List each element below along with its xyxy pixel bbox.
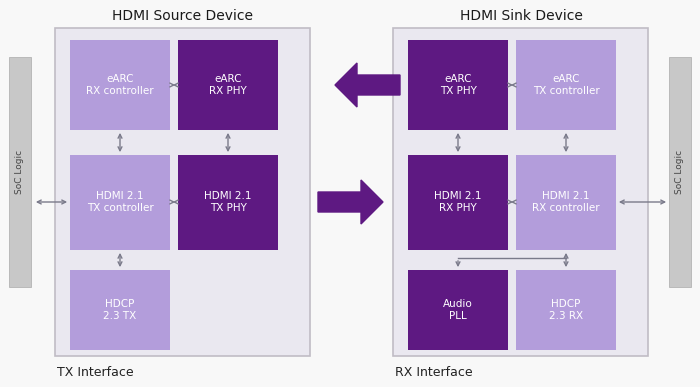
Bar xyxy=(70,155,170,250)
Bar xyxy=(408,270,508,350)
Text: HDMI 2.1
RX controller: HDMI 2.1 RX controller xyxy=(532,191,600,213)
Bar xyxy=(55,28,310,356)
Text: SoC Logic: SoC Logic xyxy=(15,150,24,194)
Text: HDMI 2.1
RX PHY: HDMI 2.1 RX PHY xyxy=(434,191,482,213)
Text: SoC Logic: SoC Logic xyxy=(676,150,685,194)
Text: eARC
TX controller: eARC TX controller xyxy=(533,74,599,96)
Text: Audio
PLL: Audio PLL xyxy=(443,299,473,321)
Text: HDMI 2.1
TX controller: HDMI 2.1 TX controller xyxy=(87,191,153,213)
Bar xyxy=(516,155,616,250)
Bar xyxy=(9,57,31,287)
Text: RX Interface: RX Interface xyxy=(395,366,472,380)
Bar xyxy=(516,270,616,350)
FancyArrow shape xyxy=(318,180,383,224)
Bar xyxy=(70,270,170,350)
Bar xyxy=(393,28,648,356)
Text: HDCP
2.3 TX: HDCP 2.3 TX xyxy=(104,299,136,321)
Bar xyxy=(178,155,278,250)
Bar xyxy=(669,57,691,287)
Bar xyxy=(408,155,508,250)
Text: HDMI 2.1
TX PHY: HDMI 2.1 TX PHY xyxy=(204,191,252,213)
Text: eARC
TX PHY: eARC TX PHY xyxy=(440,74,477,96)
Text: HDMI Sink Device: HDMI Sink Device xyxy=(460,9,582,23)
Text: eARC
RX PHY: eARC RX PHY xyxy=(209,74,247,96)
Text: HDCP
2.3 RX: HDCP 2.3 RX xyxy=(549,299,583,321)
Bar xyxy=(516,40,616,130)
Text: eARC
RX controller: eARC RX controller xyxy=(86,74,154,96)
Bar xyxy=(408,40,508,130)
Text: HDMI Source Device: HDMI Source Device xyxy=(113,9,253,23)
Text: TX Interface: TX Interface xyxy=(57,366,134,380)
Bar xyxy=(70,40,170,130)
Bar xyxy=(178,40,278,130)
FancyArrow shape xyxy=(335,63,400,107)
